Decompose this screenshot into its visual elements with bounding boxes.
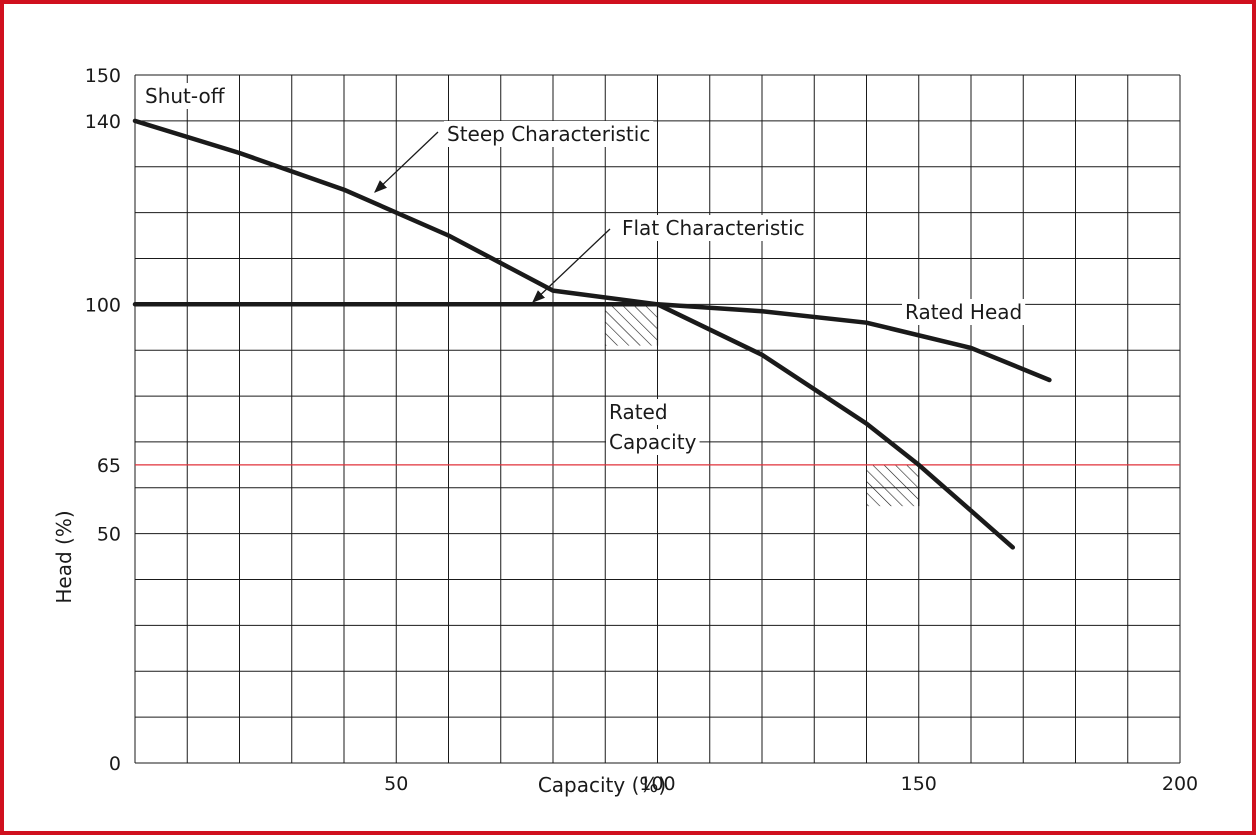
annotation-capacity: Capacity <box>609 430 697 454</box>
flat-characteristic-leader-arrow <box>532 228 611 303</box>
y-tick-label: 150 <box>85 65 121 87</box>
annotation-backdrop <box>142 83 229 109</box>
y-tick-labels: 0 50 65 100 140 150 <box>85 65 121 775</box>
annotations: Shut-off Steep Characteristic Flat Charact… <box>142 83 1026 455</box>
annotation-rated: Rated <box>609 400 668 424</box>
annotation-backdrop <box>444 121 654 147</box>
y-tick-label: 0 <box>109 753 121 775</box>
shaded-regions <box>605 304 920 507</box>
x-tick-label: 200 <box>1162 773 1198 795</box>
series-lines <box>132 118 1052 550</box>
annotation-backdrop <box>606 429 700 455</box>
y-tick-label: 140 <box>85 111 121 133</box>
annotation-steep-characteristic: Steep Characteristic <box>447 122 650 146</box>
annotation-backdrop <box>619 215 808 241</box>
annotation-rated-head: Rated Head <box>905 300 1022 324</box>
annotation-backdrop <box>606 399 671 425</box>
x-tick-labels: 50 100 150 200 <box>384 773 1198 795</box>
annotation-flat-characteristic: Flat Characteristic <box>622 216 805 240</box>
x-tick-label: 150 <box>901 773 937 795</box>
annotation-shut-off: Shut-off <box>145 84 226 108</box>
y-axis-label: Head (%) <box>52 510 76 603</box>
grid <box>134 74 1181 764</box>
flat-characteristic-curve <box>132 302 1052 383</box>
annotation-backdrop <box>902 299 1026 325</box>
y-tick-label: 65 <box>97 455 121 477</box>
x-axis-label: Capacity (%) <box>538 773 666 797</box>
steep-characteristic-leader-arrow <box>374 131 439 193</box>
hatched-region <box>866 464 919 507</box>
y-tick-label: 100 <box>85 294 121 316</box>
hatched-region <box>605 304 658 346</box>
y-tick-label: 50 <box>97 524 121 546</box>
x-tick-label: 50 <box>384 773 408 795</box>
x-tick-label: 100 <box>639 773 675 795</box>
